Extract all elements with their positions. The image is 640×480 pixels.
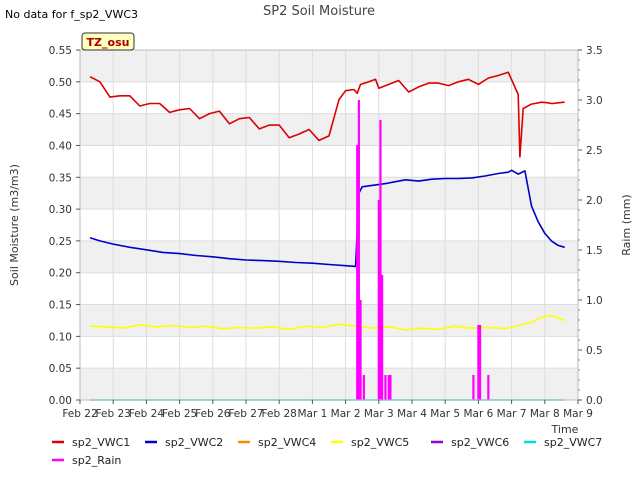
- series-line-sp2_VWC5: [89, 314, 565, 331]
- y2-tick-label: 3.5: [586, 45, 603, 57]
- y-tick-label: 0.30: [49, 204, 72, 216]
- x-tick-label: Mar 8: [530, 408, 560, 420]
- x-tick-label: Mar 7: [497, 408, 527, 420]
- x-tick-label: Mar 9: [563, 408, 593, 420]
- timezone-label: TZ_osu: [87, 36, 130, 49]
- y-tick-label: 0.50: [49, 77, 72, 89]
- y-tick-label: 0.15: [49, 300, 72, 312]
- x-axis-label: Time: [551, 423, 579, 436]
- legend-label: sp2_VWC5: [351, 436, 409, 449]
- y2-tick-label: 2.0: [586, 195, 603, 207]
- plot-band: [80, 240, 578, 273]
- series-line-sp2_VWC1: [89, 71, 565, 158]
- y2-tick-label: 0.5: [586, 345, 603, 357]
- y-tick-label: 0.25: [49, 236, 72, 248]
- y-tick-label: 0.05: [49, 363, 72, 375]
- x-tick-label: Mar 6: [463, 408, 493, 420]
- timezone-badge: TZ_osu: [81, 32, 135, 51]
- legend-label: sp2_Rain: [72, 454, 121, 467]
- x-tick-label: Mar 2: [331, 408, 361, 420]
- x-tick-label: Feb 23: [96, 408, 131, 420]
- y-axis-label: Soil Moisture (m3/m3): [8, 164, 21, 286]
- y2-tick-label: 0.0: [586, 395, 603, 407]
- legend-label: sp2_VWC7: [544, 436, 602, 449]
- y-tick-label: 0.00: [49, 395, 72, 407]
- y-axis-left-ticks: 0.00 0.05 0.10 0.15 0.20 0.25 0.30 0.35 0.40 0.45…: [49, 45, 80, 407]
- plot-band: [80, 177, 578, 210]
- y2-tick-label: 1.0: [586, 295, 603, 307]
- legend: sp2_VWC1 sp2_VWC2 sp2_VWC4 sp2_VWC5 sp2_VWC6…: [52, 436, 602, 467]
- x-tick-label: Mar 4: [397, 408, 427, 420]
- legend-label: sp2_VWC1: [72, 436, 130, 449]
- series-layer: [89, 71, 565, 401]
- x-tick-label: Mar 3: [364, 408, 394, 420]
- x-tick-label: Mar 5: [430, 408, 460, 420]
- plot-band: [80, 50, 578, 82]
- x-tick-label: Feb 22: [62, 408, 97, 420]
- series-line-sp2_VWC2: [89, 169, 565, 268]
- y-axis-right-ticks: 0.0 0.5 1.0 1.5 2.0 2.5 3.0 3.5: [578, 45, 603, 407]
- legend-label: sp2_VWC2: [165, 436, 223, 449]
- y-tick-label: 0.45: [49, 109, 72, 121]
- x-tick-label: Feb 24: [129, 408, 165, 420]
- legend-label: sp2_VWC6: [451, 436, 509, 449]
- plot-band: [80, 368, 578, 400]
- plot-band: [80, 304, 578, 337]
- x-tick-label: Feb 28: [262, 408, 297, 420]
- y-tick-label: 0.10: [49, 331, 72, 343]
- plot-band: [80, 113, 578, 146]
- x-tick-label: Mar 1: [297, 408, 327, 420]
- y2-tick-label: 3.0: [586, 95, 603, 107]
- plot-area: [80, 50, 578, 400]
- y-tick-label: 0.35: [49, 172, 72, 184]
- y2-tick-label: 2.5: [586, 145, 603, 157]
- plot-background-bands: [80, 50, 578, 400]
- y2-tick-label: 1.5: [586, 245, 603, 257]
- y-tick-label: 0.55: [49, 45, 72, 57]
- x-tick-label: Feb 26: [195, 408, 231, 420]
- legend-label: sp2_VWC4: [258, 436, 316, 449]
- plot-frame: [79, 49, 579, 401]
- x-tick-label: Feb 25: [162, 408, 197, 420]
- no-data-note: No data for f_sp2_VWC3: [5, 8, 138, 21]
- chart-title: SP2 Soil Moisture: [263, 4, 375, 19]
- x-tick-label: Feb 27: [228, 408, 263, 420]
- y-tick-label: 0.20: [49, 268, 72, 280]
- y2-axis-label: Raim (mm): [620, 194, 633, 255]
- y-tick-label: 0.40: [49, 140, 72, 152]
